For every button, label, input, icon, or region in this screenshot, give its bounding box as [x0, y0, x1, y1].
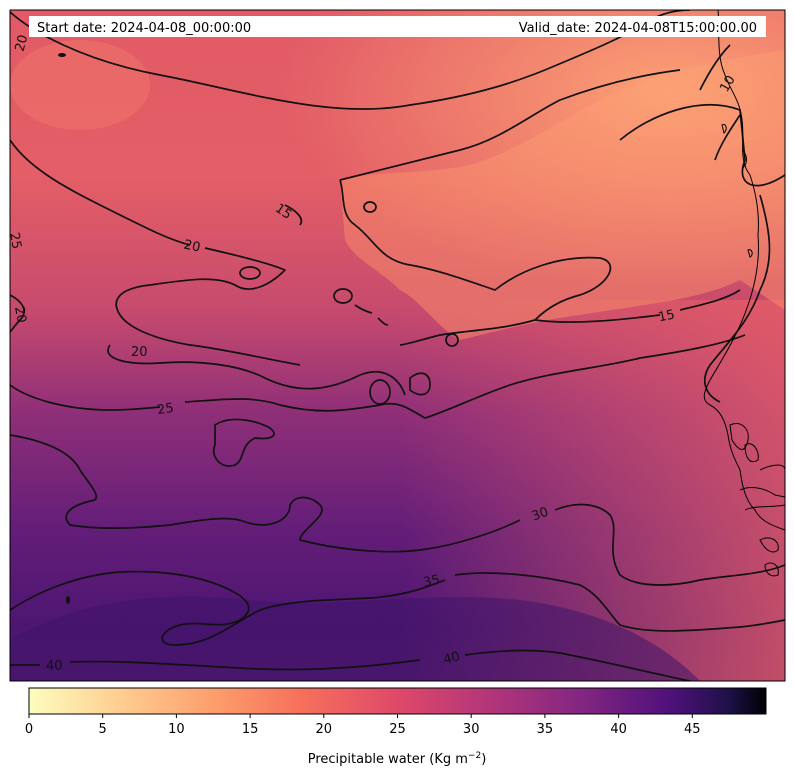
- contour-40: [10, 649, 691, 681]
- header-bar: [29, 16, 766, 37]
- colorbar-tick-label: 30: [463, 722, 480, 737]
- contour-15-coast: [699, 44, 741, 161]
- contour-label: 25: [156, 401, 174, 418]
- contour-15-lower: [534, 289, 741, 323]
- contour-lines: [10, 10, 785, 681]
- contour-35-east: [454, 572, 785, 632]
- contour-label: 40: [442, 649, 462, 668]
- colorbar-tick-label: 10: [168, 722, 185, 737]
- contour-15-cell-c: [333, 288, 353, 304]
- contour-label: 20: [182, 237, 201, 255]
- contour-15-upper: [339, 69, 681, 181]
- colorbar-title: Precipitable water (Kg m−2): [308, 751, 487, 767]
- contour-25-west: [10, 294, 25, 333]
- contour-label: 10: [717, 73, 738, 95]
- contour-label: 35: [422, 573, 441, 591]
- contour-15-main: [339, 179, 612, 346]
- contour-15-dash: [354, 304, 389, 326]
- northwest-dry-patch: [10, 40, 150, 130]
- contour-label: 15: [657, 307, 676, 325]
- contour-25-south: [10, 434, 521, 553]
- contour-label: 30: [530, 505, 551, 525]
- colorbar-tick-label: 25: [389, 722, 406, 737]
- colorbar-tick-label: 20: [316, 722, 333, 737]
- contour-35-west: [10, 570, 446, 646]
- contour-25-cell-f: [409, 372, 431, 396]
- colorbar-ticks: 0 5 10 15 20 25 30 35 40 45: [25, 714, 701, 737]
- contour-30: [554, 503, 785, 586]
- contour-label: 20: [11, 305, 29, 324]
- contour-15-cell-a: [363, 201, 377, 213]
- contour-20-cell-b: [239, 266, 261, 280]
- contour-25-lobe: [212, 418, 275, 467]
- contour-label-group: 20 25 20 20 15 10 20 15 25 30 35 40 40: [6, 33, 739, 674]
- colorbar-tick-label: 15: [242, 722, 259, 737]
- colorbar-tick-label: 45: [684, 722, 701, 737]
- map-panel: 20 25 20 20 15 10 20 15 25 30 35 40 40: [6, 10, 785, 681]
- contour-label: 20: [131, 345, 148, 360]
- contour-25-band: [10, 334, 746, 419]
- colorbar-tick-label: 5: [99, 722, 107, 737]
- colorbar: 0 5 10 15 20 25 30 35 40 45 Precipitable water (K…: [25, 687, 767, 767]
- island-marker: [58, 53, 66, 57]
- contour-15-cell-d: [445, 333, 459, 347]
- contour-label: 25: [6, 231, 24, 250]
- contour-15-streak: [284, 204, 303, 226]
- colorbar-tick-label: 35: [537, 722, 554, 737]
- start-date-label: Start date: 2024-04-08_00:00:00: [37, 21, 251, 36]
- valid-date-label: Valid_date: 2024-04-08T15:00:00.00: [519, 21, 757, 36]
- island-marker: [66, 596, 70, 604]
- northeast-dry-shading: [10, 10, 785, 410]
- contour-20-north: [10, 139, 301, 366]
- colorbar-gradient: [29, 688, 766, 714]
- moist-core-shading: [10, 596, 700, 681]
- contour-25-cell-e: [369, 379, 391, 405]
- colorbar-tick-label: 40: [610, 722, 627, 737]
- contour-20-main: [107, 344, 406, 396]
- colorbar-tick-label: 0: [25, 722, 33, 737]
- map-frame: [9, 9, 786, 682]
- contour-label: 20: [13, 33, 32, 53]
- contour-label: 40: [46, 659, 63, 674]
